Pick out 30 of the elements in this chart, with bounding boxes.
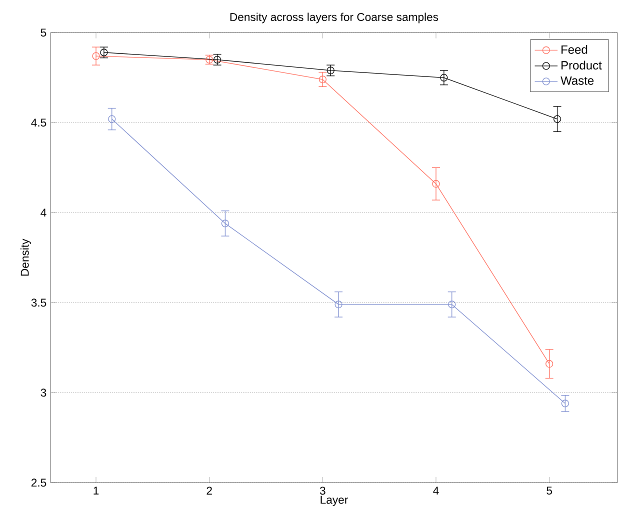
point <box>440 74 448 82</box>
y-axis-title: Density <box>20 238 32 276</box>
y-tick-label: 2.5 <box>31 478 46 487</box>
y-tick-label: 4.5 <box>31 118 46 127</box>
legend-label: Waste <box>560 76 594 85</box>
point <box>318 76 326 84</box>
y-tick-label: 5 <box>40 28 46 37</box>
chart-title: Density across layers for Coarse samples <box>230 12 438 24</box>
x-tick-label: 1 <box>94 486 99 494</box>
point <box>92 52 100 60</box>
x-tick-label: 2 <box>206 486 212 495</box>
legend-label: Feed <box>562 45 588 54</box>
point <box>334 300 342 308</box>
point <box>108 115 116 123</box>
legend-label: Product <box>562 60 602 70</box>
point <box>546 360 554 368</box>
x-tick-label: 4 <box>433 486 439 494</box>
y-tick-label: 4 <box>40 208 46 217</box>
x-axis-title: Layer <box>320 496 348 506</box>
y-tick-label: 3 <box>40 388 46 397</box>
x-tick-label: 3 <box>320 486 326 495</box>
point <box>213 56 222 64</box>
point <box>553 115 562 123</box>
y-tick-label: 3.5 <box>31 298 46 307</box>
point <box>561 400 569 408</box>
point <box>432 180 440 188</box>
point <box>326 66 334 74</box>
point <box>221 220 230 228</box>
x-tick-label: 5 <box>546 486 552 495</box>
point <box>448 300 456 308</box>
